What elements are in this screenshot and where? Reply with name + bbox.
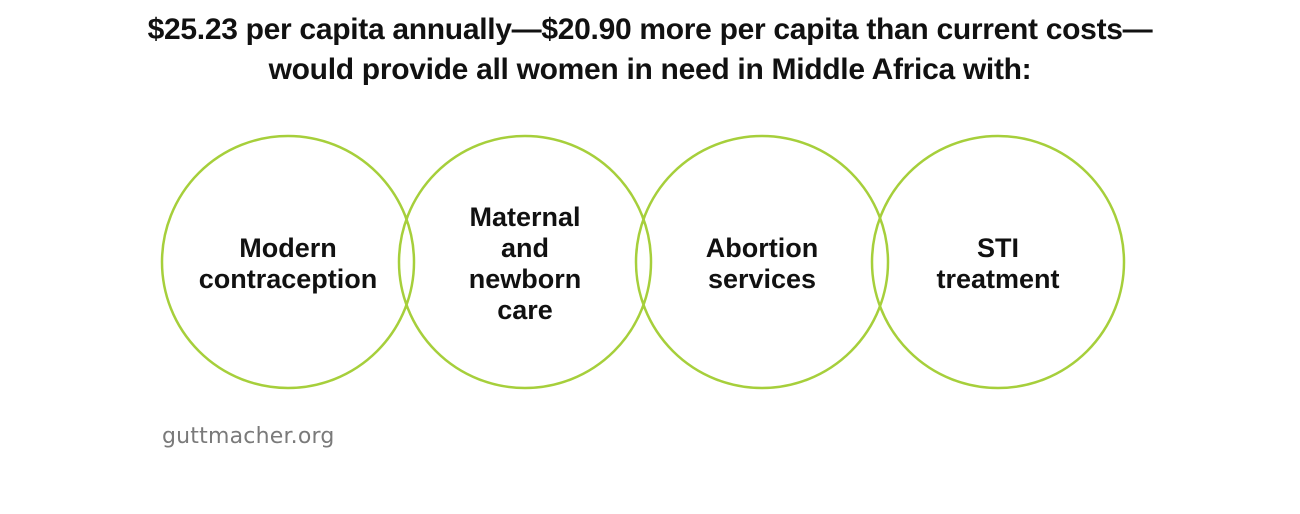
page-title: $25.23 per capita annually—$20.90 more p… xyxy=(0,10,1300,90)
label-line: Modern xyxy=(239,233,337,263)
label-line: care xyxy=(497,295,553,325)
title-line-1: $25.23 per capita annually—$20.90 more p… xyxy=(147,13,1153,46)
label-line: contraception xyxy=(198,264,378,294)
label-sti-treatment: STI treatment xyxy=(898,233,1098,295)
source-credit: guttmacher.org xyxy=(162,424,335,449)
title-line-2: would provide all women in need in Middl… xyxy=(268,53,1032,86)
circle-sti-treatment xyxy=(870,134,1126,390)
circle-maternal-newborn-care xyxy=(397,134,653,390)
label-line: STI xyxy=(976,233,1019,263)
label-line: Maternal xyxy=(469,202,581,232)
label-line: Abortion xyxy=(705,233,819,263)
label-maternal-newborn-care: Maternal and newborn care xyxy=(425,202,625,326)
label-line: and xyxy=(500,233,549,263)
label-abortion-services: Abortion services xyxy=(662,233,862,295)
circle-modern-contraception xyxy=(160,134,416,390)
label-modern-contraception: Modern contraception xyxy=(188,233,388,295)
label-line: treatment xyxy=(936,264,1060,294)
circle-abortion-services xyxy=(634,134,890,390)
label-line: services xyxy=(707,264,817,294)
label-line: newborn xyxy=(468,264,582,294)
